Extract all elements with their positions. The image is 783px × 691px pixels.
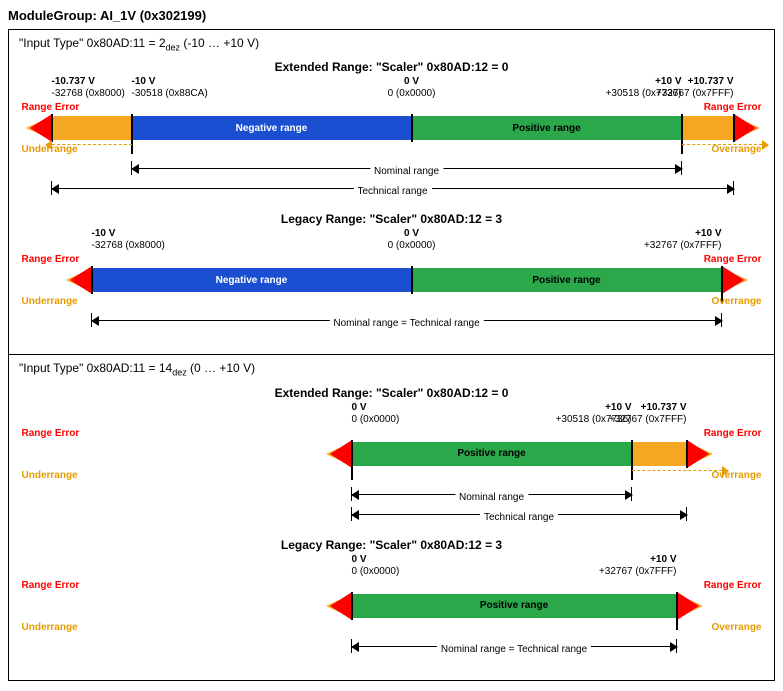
range-segment: Positive range <box>352 442 632 466</box>
outer-container: "Input Type" 0x80AD:11 = 2dez (-10 … +10… <box>8 29 775 681</box>
range-error-left: Range Error <box>22 428 80 439</box>
range-segment <box>632 442 687 466</box>
nominal-range-dim: Nominal range = Technical range <box>352 646 677 647</box>
s2-ext-title: Extended Range: "Scaler" 0x80AD:12 = 0 <box>19 386 764 400</box>
tick-label: -10 V-32768 (0x8000) <box>92 228 165 252</box>
s1-ext-diagram: -10.737 V-32768 (0x8000) -10 V-30518 (0x8… <box>22 76 762 198</box>
nominal-range-dim: Nominal range = Technical range <box>92 320 722 321</box>
tick-mark <box>411 114 413 142</box>
s1-ext-title: Extended Range: "Scaler" 0x80AD:12 = 0 <box>19 60 764 74</box>
range-error-right: Range Error <box>704 102 762 113</box>
range-segment: Negative range <box>132 116 412 140</box>
s1-leg-title: Legacy Range: "Scaler" 0x80AD:12 = 3 <box>19 212 764 226</box>
tick-label: +10 V+32767 (0x7FFF) <box>599 554 677 578</box>
range-segment: Positive range <box>352 594 677 618</box>
technical-range-label: Technical range <box>480 512 558 523</box>
underrange-label: Underrange <box>22 470 78 481</box>
tick-mark <box>51 114 53 142</box>
s2-ext-diagram: 0 V0 (0x0000)+10 V+30518 (0x7736)+10.737… <box>22 402 762 524</box>
range-error-left: Range Error <box>22 254 80 265</box>
tick-label: -10 V-30518 (0x88CA) <box>132 76 208 100</box>
section-bipolar: "Input Type" 0x80AD:11 = 2dez (-10 … +10… <box>9 30 774 355</box>
range-error-left: Range Error <box>22 580 80 591</box>
tick-label: 0 V0 (0x0000) <box>388 228 436 252</box>
s2-t3: (0 … +10 V) <box>187 361 255 375</box>
technical-range-dim: Technical range <box>352 514 687 515</box>
tick-mark <box>733 114 735 142</box>
tick-mark <box>411 266 413 294</box>
nominal-range-label: Nominal range <box>370 166 443 177</box>
nominal-range-label: Nominal range = Technical range <box>329 318 483 329</box>
range-error-marker-right <box>687 440 709 468</box>
nominal-range-label: Nominal range = Technical range <box>437 644 591 655</box>
s2-sub: dez <box>172 368 187 378</box>
range-segment: Positive range <box>412 116 682 140</box>
section-unipolar: "Input Type" 0x80AD:11 = 14dez (0 … +10 … <box>9 355 774 679</box>
tick-mark <box>91 266 93 294</box>
tick-label: +10.737 V+32767 (0x7FFF) <box>609 402 687 426</box>
underrange-label: Underrange <box>22 622 78 633</box>
range-error-marker-left <box>70 266 92 294</box>
range-segment <box>682 116 734 140</box>
range-segment: Positive range <box>412 268 722 292</box>
overrange-label: Overrange <box>711 470 761 481</box>
tick-label: 0 V0 (0x0000) <box>352 402 400 426</box>
s2-t1: "Input Type" 0x80AD:11 = 14 <box>19 361 172 375</box>
overrange-arrow <box>632 470 722 471</box>
technical-range-label: Technical range <box>353 186 431 197</box>
nominal-range-dim: Nominal range <box>132 168 682 169</box>
tick-label: 0 V0 (0x0000) <box>388 76 436 100</box>
tick-mark <box>686 440 688 468</box>
range-error-right: Range Error <box>704 254 762 265</box>
nominal-range-dim: Nominal range <box>352 494 632 495</box>
overrange-arrow <box>682 144 762 145</box>
range-segment <box>52 116 132 140</box>
range-error-right: Range Error <box>704 580 762 591</box>
tick-label: +10.737 V+32767 (0x7FFF) <box>656 76 734 100</box>
s1-leg-diagram: -10 V-32768 (0x8000) 0 V0 (0x0000) +10 V+3… <box>22 228 762 330</box>
overrange-label: Overrange <box>711 622 761 633</box>
s2-leg-diagram: 0 V0 (0x0000) +10 V+32767 (0x7FFF) Range E… <box>22 554 762 656</box>
tick-mark <box>351 592 353 620</box>
section1-title: "Input Type" 0x80AD:11 = 2dez (-10 … +10… <box>19 36 764 52</box>
range-error-marker-left <box>330 440 352 468</box>
technical-range-dim: Technical range <box>52 188 734 189</box>
s1-sub: dez <box>166 42 181 52</box>
range-error-marker-right <box>722 266 744 294</box>
tick-label: 0 V0 (0x0000) <box>352 554 400 578</box>
overrange-label: Overrange <box>711 296 761 307</box>
s1-t1: "Input Type" 0x80AD:11 = 2 <box>19 36 166 50</box>
range-error-marker-left <box>330 592 352 620</box>
range-error-marker-right <box>734 114 756 142</box>
range-error-right: Range Error <box>704 428 762 439</box>
underrange-arrow <box>52 144 132 145</box>
section2-title: "Input Type" 0x80AD:11 = 14dez (0 … +10 … <box>19 361 764 377</box>
range-segment: Negative range <box>92 268 412 292</box>
range-error-marker-left <box>30 114 52 142</box>
s2-leg-title: Legacy Range: "Scaler" 0x80AD:12 = 3 <box>19 538 764 552</box>
s1-t3: (-10 … +10 V) <box>180 36 259 50</box>
range-error-left: Range Error <box>22 102 80 113</box>
range-error-marker-right <box>677 592 699 620</box>
module-group-header: ModuleGroup: AI_1V (0x302199) <box>8 8 775 23</box>
tick-label: +10 V+32767 (0x7FFF) <box>644 228 722 252</box>
underrange-label: Underrange <box>22 296 78 307</box>
nominal-range-label: Nominal range <box>455 492 528 503</box>
overrange-label: Overrange <box>711 144 761 155</box>
tick-label: -10.737 V-32768 (0x8000) <box>52 76 125 100</box>
